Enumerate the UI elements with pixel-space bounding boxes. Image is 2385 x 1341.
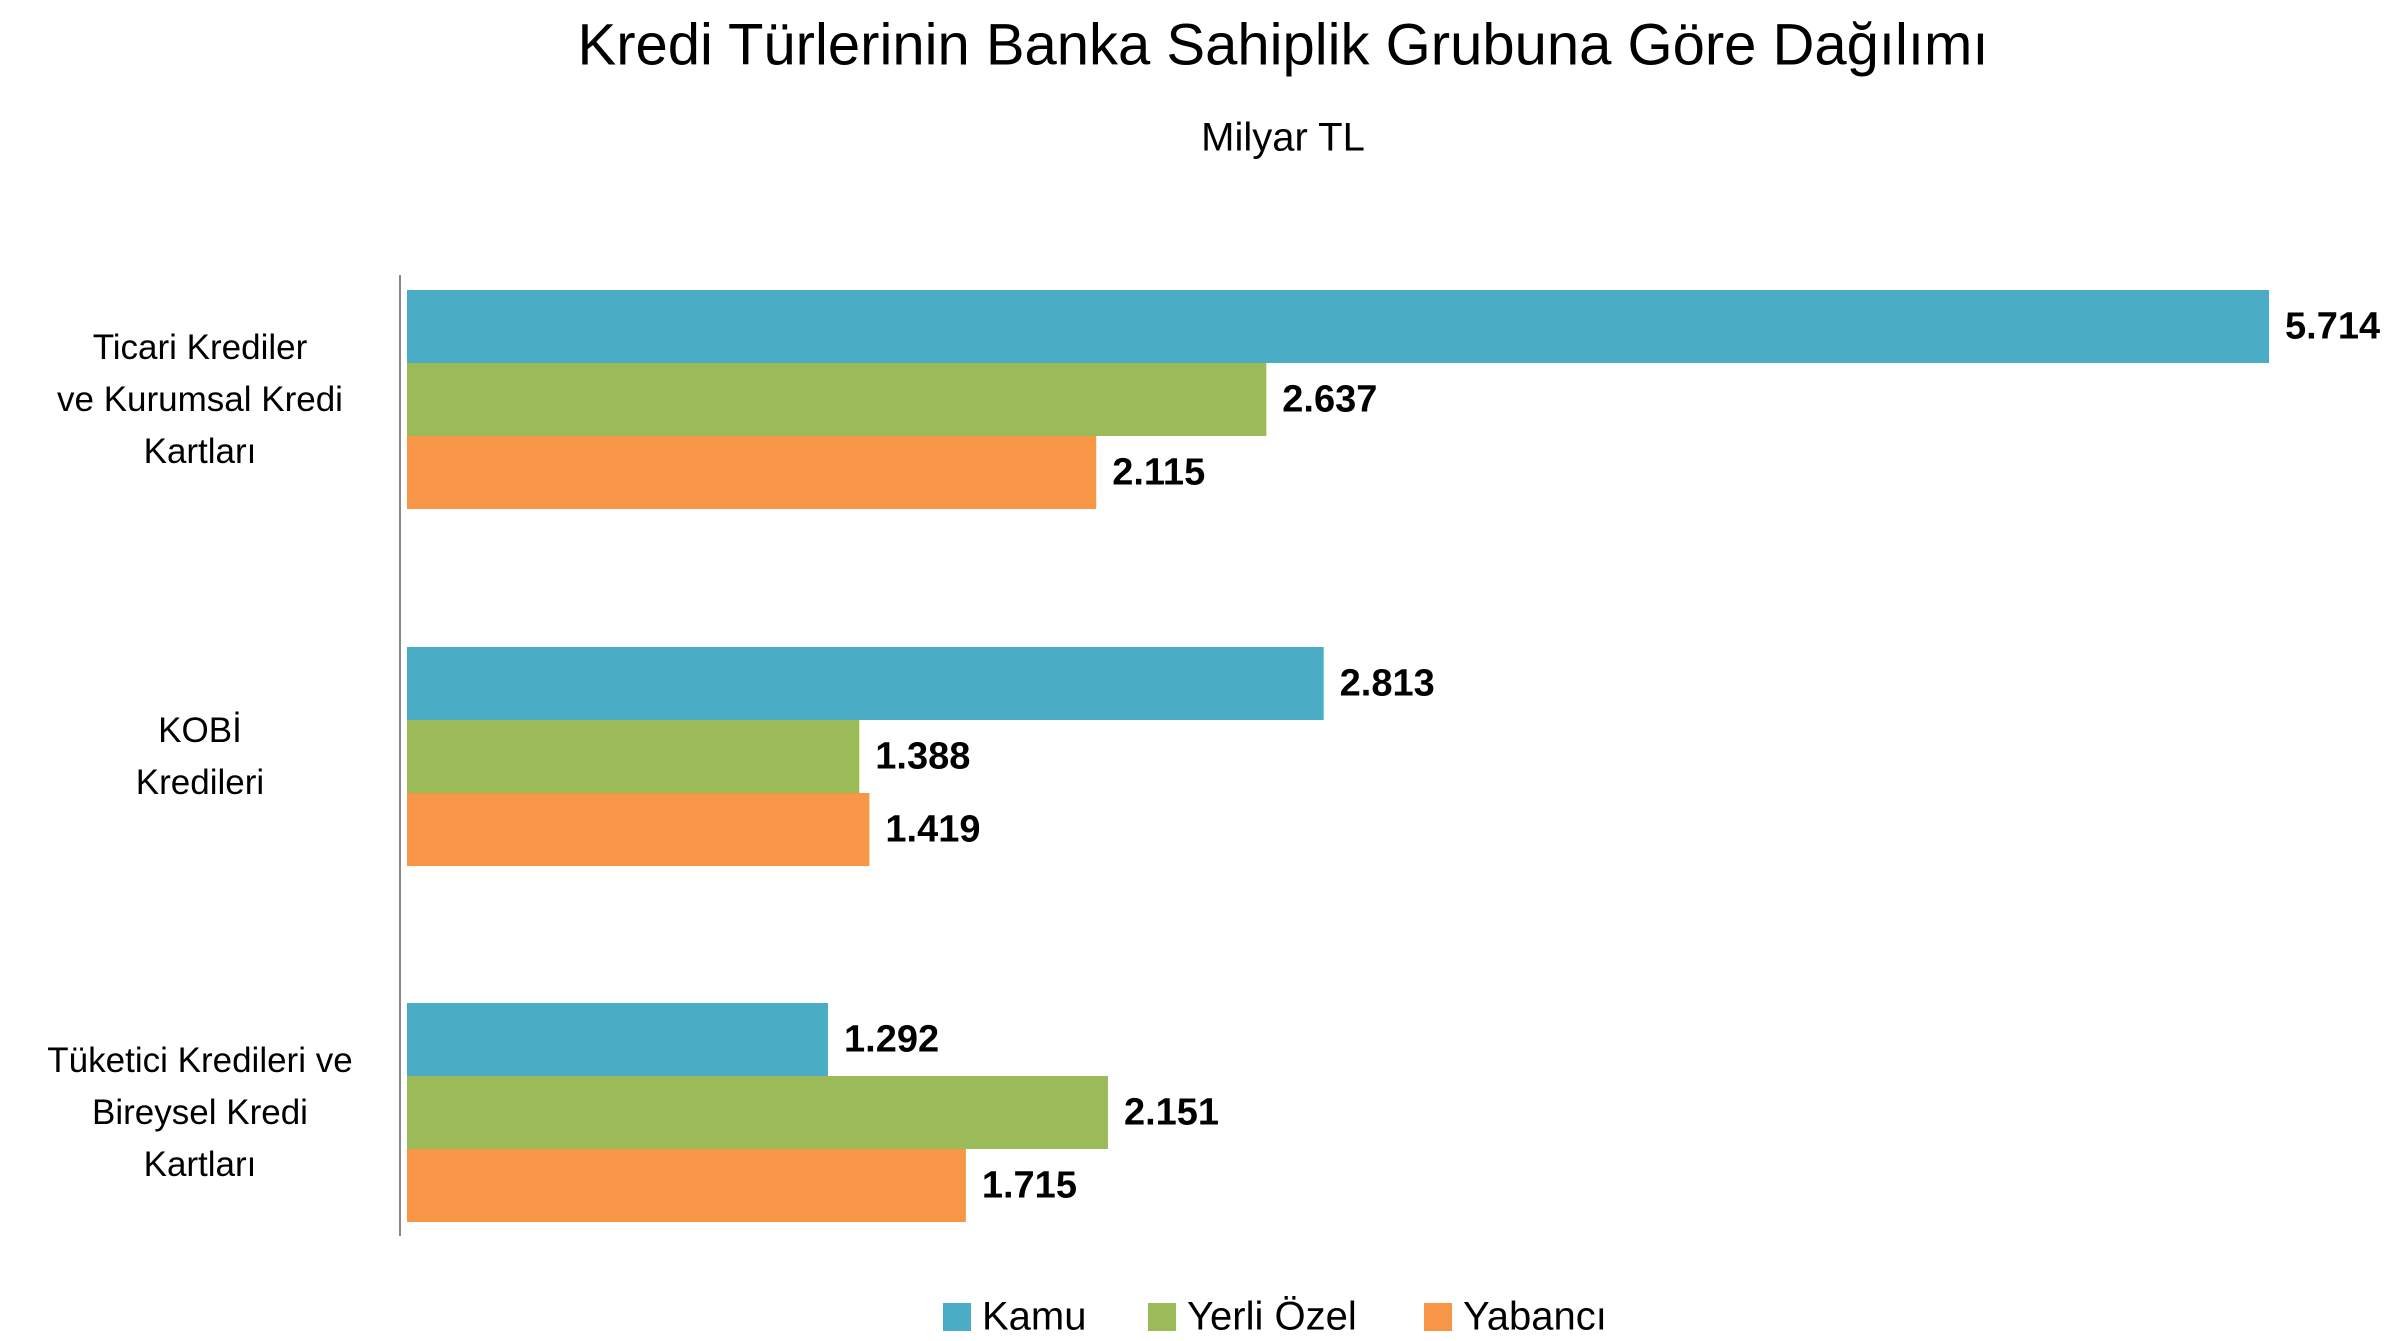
value-label: 5.714	[2285, 306, 2380, 348]
bar	[407, 1076, 1108, 1149]
bar	[407, 1003, 829, 1076]
value-label: 2.115	[1112, 452, 1205, 494]
value-label: 1.715	[982, 1165, 1077, 1207]
chart-title: Kredi Türlerinin Banka Sahiplik Grubuna …	[578, 12, 1989, 77]
legend-label: Yerli Özel	[1187, 1295, 1357, 1339]
category-label: Tüketici Kredileri ve Bireysel Kredi Kar…	[47, 1040, 353, 1184]
bar	[407, 647, 1324, 720]
value-label: 2.813	[1340, 663, 1435, 705]
value-label: 2.637	[1282, 379, 1377, 421]
legend-swatch	[943, 1303, 971, 1331]
bar	[407, 1149, 966, 1222]
bar	[407, 290, 2269, 363]
value-label: 1.292	[844, 1019, 939, 1061]
legend-label: Yabancı	[1463, 1295, 1607, 1339]
bar	[407, 720, 860, 793]
bar	[407, 436, 1097, 509]
value-label: 2.151	[1124, 1092, 1219, 1134]
value-label: 1.419	[885, 809, 980, 851]
value-label: 1.388	[875, 736, 970, 778]
legend-label: Kamu	[982, 1295, 1087, 1339]
chart-subtitle: Milyar TL	[1201, 116, 1365, 160]
category-label: Ticari Krediler ve Kurumsal Kredi Kartla…	[57, 327, 343, 471]
legend-swatch	[1148, 1303, 1176, 1331]
bar	[407, 363, 1267, 436]
legend-swatch	[1424, 1303, 1452, 1331]
bar	[407, 793, 870, 866]
category-label: KOBİ Kredileri	[135, 710, 265, 802]
